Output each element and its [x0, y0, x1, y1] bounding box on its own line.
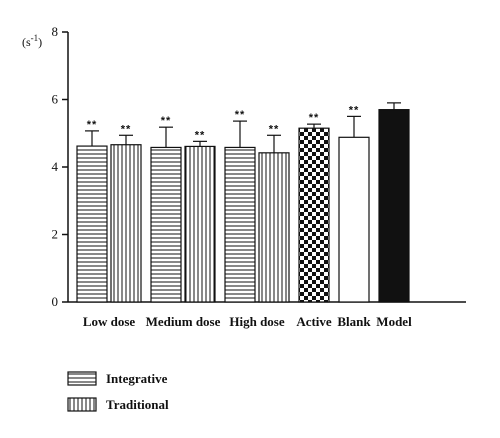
significance-label: ** [309, 112, 320, 124]
y-tick-label: 0 [52, 294, 59, 309]
x-category-label: Active [296, 314, 332, 329]
y-tick-label: 4 [52, 159, 59, 174]
bar [110, 144, 142, 303]
bar [224, 146, 256, 303]
bar [150, 146, 182, 303]
significance-label: ** [349, 104, 360, 116]
y-tick-label: 2 [52, 227, 59, 242]
legend-swatch [67, 397, 97, 412]
x-category-label: Blank [337, 314, 371, 329]
legend-label: Traditional [106, 397, 169, 412]
bar [258, 152, 290, 303]
bar [184, 145, 216, 303]
bar [338, 136, 370, 303]
significance-label: ** [87, 119, 98, 131]
y-tick-label: 8 [52, 24, 59, 39]
legend: Integrative Traditional [67, 371, 169, 412]
x-category-label: Medium dose [146, 314, 221, 329]
y-tick-label: 6 [52, 92, 59, 107]
y-unit-label: (s-1) [22, 33, 42, 49]
significance-label: ** [235, 109, 246, 121]
significance-label: ** [195, 129, 206, 141]
bars-layer: ** ** ** ** ** ** ** ** [76, 102, 410, 303]
legend-swatch [67, 371, 97, 386]
significance-label: ** [269, 123, 280, 135]
x-category-label: High dose [229, 314, 284, 329]
x-category-label: Model [376, 314, 412, 329]
x-axis-labels: Low dose Medium dose High dose Active Blank M… [83, 314, 412, 329]
bar [378, 109, 410, 303]
x-category-label: Low dose [83, 314, 136, 329]
bar [76, 145, 108, 303]
significance-label: ** [161, 115, 172, 127]
bar [298, 127, 330, 303]
significance-label: ** [121, 123, 132, 135]
legend-label: Integrative [106, 371, 168, 386]
